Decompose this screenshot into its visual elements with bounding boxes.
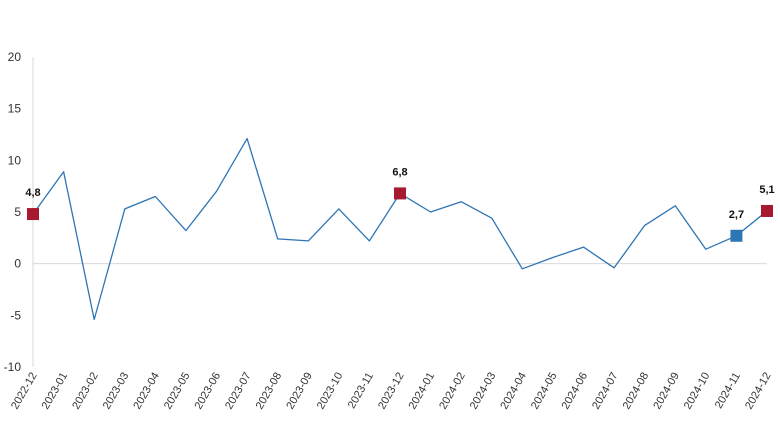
x-tick-label: 2023-03 (101, 371, 132, 412)
x-tick-label: 2024-10 (682, 371, 713, 412)
x-tick-label: 2024-04 (498, 371, 529, 412)
highlight-marker (761, 204, 773, 217)
x-tick-label: 2024-12 (743, 371, 774, 412)
data-label: 4,8 (25, 187, 40, 199)
x-tick-label: 2023-01 (40, 371, 71, 412)
x-tick-label: 2022-12 (9, 371, 40, 412)
x-tick-label: 2024-09 (651, 371, 682, 412)
y-tick-label: -5 (10, 308, 21, 322)
x-tick-label: 2024-01 (407, 371, 438, 412)
highlight-marker (27, 208, 39, 221)
y-tick-label: 0 (14, 257, 21, 271)
x-tick-label: 2023-08 (254, 371, 285, 412)
y-tick-labels: 20 15 10 5 0 -5 -10 (4, 50, 22, 374)
x-tick-label: 2024-07 (590, 371, 621, 412)
x-tick-label: 2024-11 (713, 371, 743, 411)
x-tick-label: 2024-06 (560, 371, 591, 412)
axes (32, 57, 767, 367)
highlight-marker (730, 229, 743, 242)
x-tick-label: 2024-03 (468, 371, 499, 412)
x-tick-label: 2024-08 (621, 371, 652, 412)
y-tick-label: 5 (14, 205, 21, 219)
y-tick-label: -10 (4, 360, 22, 374)
highlight-markers (27, 187, 773, 242)
x-tick-label: 2024-05 (529, 371, 560, 412)
x-tick-label: 2023-06 (193, 371, 224, 412)
data-label: 2,7 (729, 209, 744, 221)
x-tick-label: 2023-10 (315, 371, 346, 412)
highlight-marker (394, 187, 406, 200)
data-label: 5,1 (759, 184, 774, 196)
data-labels: 4,8 6,8 2,7 5,1 (25, 166, 774, 220)
x-tick-label: 2023-04 (131, 371, 162, 412)
y-tick-label: 20 (8, 50, 22, 64)
x-tick-label: 2023-12 (376, 371, 407, 412)
y-tick-label: 15 (8, 102, 22, 116)
y-tick-label: 10 (8, 153, 22, 167)
x-tick-label: 2024-02 (437, 371, 468, 412)
x-tick-label: 2023-11 (346, 371, 376, 411)
x-tick-label: 2023-07 (223, 371, 254, 412)
x-tick-label: 2023-05 (162, 371, 193, 412)
data-label: 6,8 (392, 166, 407, 178)
x-tick-label: 2023-09 (284, 371, 315, 412)
x-tick-label: 2023-02 (70, 371, 101, 412)
x-tick-labels: 2022-12 2023-01 2023-02 2023-03 2023-04 2023-… (9, 371, 774, 412)
